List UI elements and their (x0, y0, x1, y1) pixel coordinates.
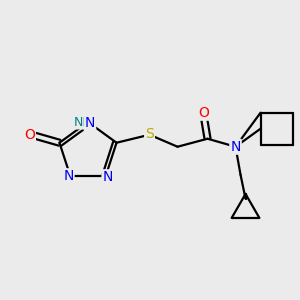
Text: S: S (145, 127, 154, 141)
Text: N: N (230, 140, 241, 154)
Text: N: N (102, 170, 113, 184)
Text: O: O (198, 106, 209, 120)
Text: N: N (85, 116, 95, 130)
Text: NH: NH (74, 116, 92, 128)
Text: N: N (63, 169, 74, 183)
Text: O: O (24, 128, 35, 142)
Text: H: H (62, 171, 71, 184)
